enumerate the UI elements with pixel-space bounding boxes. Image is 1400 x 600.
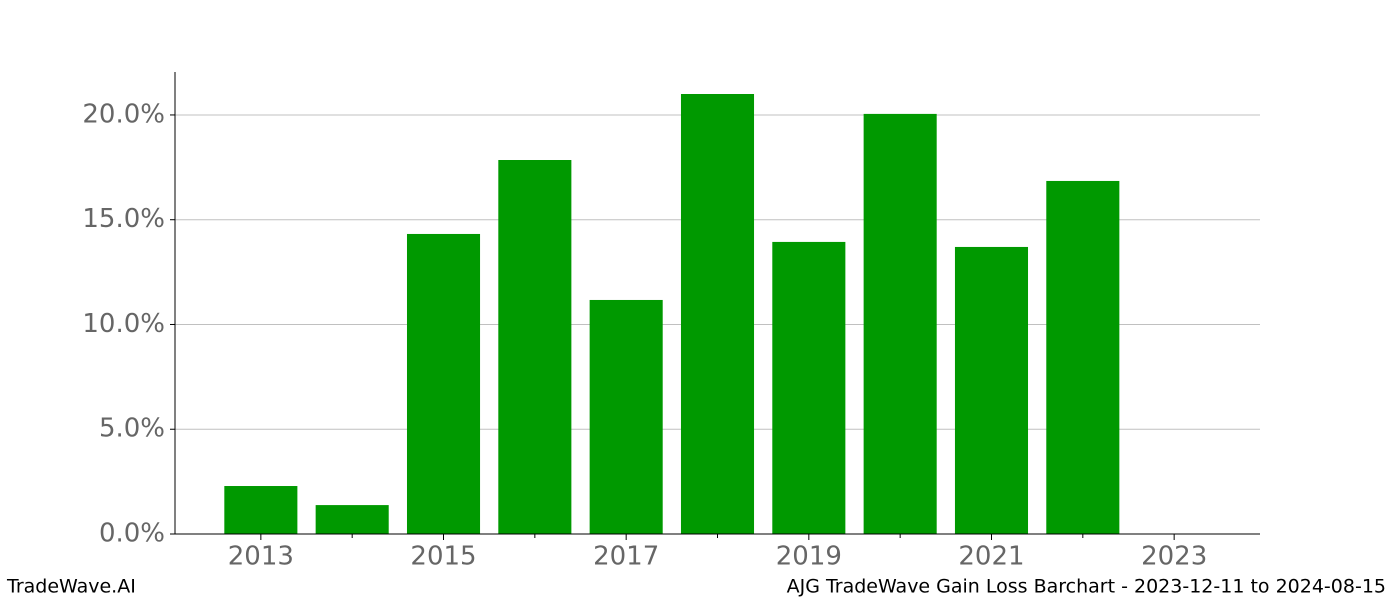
bar: [589, 299, 663, 534]
bar: [224, 486, 298, 534]
bar: [863, 113, 937, 535]
y-tick-label: 15.0%: [82, 204, 165, 234]
bar: [498, 160, 572, 534]
x-tick-label: 2017: [593, 542, 659, 572]
x-tick-label: 2023: [1141, 542, 1207, 572]
bar: [680, 94, 755, 534]
bar: [1046, 180, 1120, 534]
footer-left: TradeWave.AI: [6, 576, 136, 598]
bar: [315, 505, 389, 534]
x-tick-label: 2015: [410, 542, 476, 572]
y-tick-label: 0.0%: [99, 519, 165, 549]
footer-right: AJG TradeWave Gain Loss Barchart - 2023-…: [787, 576, 1386, 598]
bar: [954, 246, 1029, 534]
y-tick-label: 20.0%: [82, 99, 165, 129]
bar: [406, 233, 481, 534]
y-tick-label: 5.0%: [99, 414, 165, 444]
x-tick-label: 2013: [228, 542, 294, 572]
x-tick-label: 2021: [958, 542, 1024, 572]
y-tick-label: 10.0%: [82, 309, 165, 339]
bar: [772, 241, 846, 534]
x-tick-label: 2019: [776, 542, 842, 572]
